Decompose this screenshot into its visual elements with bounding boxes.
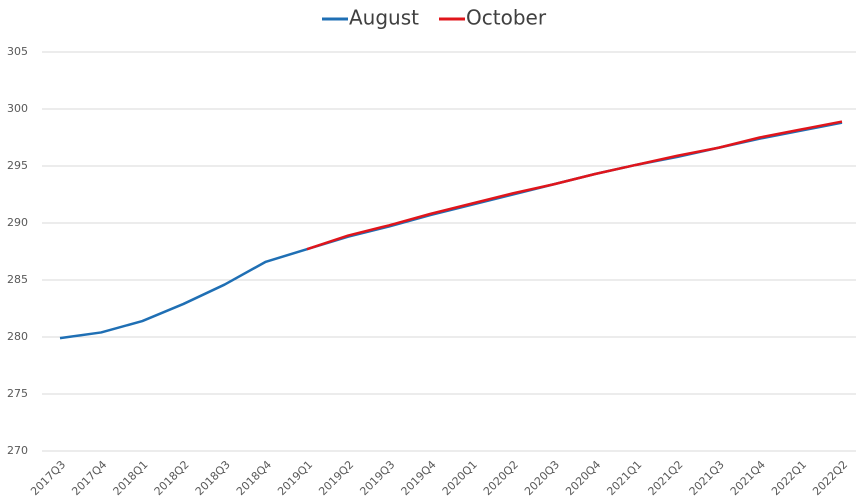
line-series <box>306 120 843 251</box>
x-tick-label: 2019Q1 <box>275 458 315 496</box>
x-tick-label: 2022Q2 <box>810 458 850 496</box>
x-tick-label: 2021Q4 <box>728 458 768 496</box>
y-tick-label: 295 <box>7 159 28 172</box>
y-tick-label: 280 <box>7 330 28 343</box>
y-tick-label: 300 <box>7 102 28 115</box>
x-tick-label: 2020Q1 <box>440 458 480 496</box>
line-series <box>59 121 843 340</box>
x-tick-label: 2018Q1 <box>110 458 150 496</box>
x-tick-label: 2021Q1 <box>604 458 644 496</box>
y-tick-label: 275 <box>7 387 28 400</box>
x-tick-label: 2022Q1 <box>769 458 809 496</box>
x-tick-label: 2019Q3 <box>357 458 397 496</box>
y-tick-label: 290 <box>7 216 28 229</box>
x-tick-label: 2020Q2 <box>481 458 521 496</box>
y-tick-label: 305 <box>7 45 28 58</box>
x-tick-label: 2021Q3 <box>687 458 727 496</box>
x-tick-label: 2020Q3 <box>522 458 562 496</box>
x-tick-label: 2018Q3 <box>193 458 233 496</box>
x-tick-label: 2017Q4 <box>69 458 109 496</box>
y-tick-label: 270 <box>7 444 28 457</box>
x-tick-label: 2019Q2 <box>316 458 356 496</box>
x-tick-label: 2019Q4 <box>399 458 439 496</box>
legend-label: October <box>466 6 547 30</box>
x-tick-label: 2018Q4 <box>234 458 274 496</box>
x-tick-label: 2020Q4 <box>563 458 603 496</box>
y-tick-label: 285 <box>7 273 28 286</box>
legend-label: August <box>349 6 419 30</box>
x-tick-label: 2017Q3 <box>28 458 68 496</box>
x-tick-label: 2018Q2 <box>152 458 192 496</box>
x-tick-label: 2021Q2 <box>646 458 686 496</box>
